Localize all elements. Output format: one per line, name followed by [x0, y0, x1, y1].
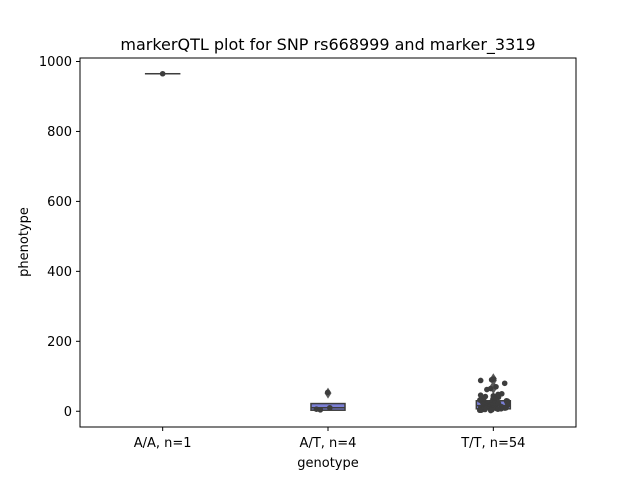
x-axis-label: genotype — [297, 456, 358, 471]
data-point — [484, 386, 490, 393]
plot-frame — [79, 57, 577, 428]
plot-content — [144, 70, 512, 414]
y-tick-label: 800 — [47, 125, 72, 140]
chart-title: markerQTL plot for SNP rs668999 and mark… — [120, 35, 535, 55]
y-axis: 0 200 400 600 800 1000 — [39, 55, 80, 420]
data-point — [495, 406, 501, 412]
x-tick-label: A/T, n=4 — [300, 436, 357, 451]
y-tick-label: 400 — [47, 265, 72, 280]
data-point — [159, 70, 166, 77]
strip-group — [476, 376, 511, 414]
strip-group — [313, 389, 333, 413]
y-tick-label: 0 — [64, 405, 72, 420]
data-point — [493, 383, 499, 390]
x-axis: A/A, n=1 A/T, n=4 T/T, n=54 — [134, 427, 525, 451]
y-tick-label: 600 — [47, 195, 72, 210]
y-tick-label: 1000 — [39, 55, 72, 70]
y-tick-label: 200 — [47, 335, 72, 350]
x-tick-label: T/T, n=54 — [460, 436, 525, 451]
data-point — [501, 380, 508, 387]
data-point — [490, 376, 497, 382]
data-point — [476, 407, 483, 414]
data-point — [487, 407, 494, 414]
data-point — [477, 377, 484, 384]
data-point — [317, 407, 324, 413]
x-tick-label: A/A, n=1 — [134, 436, 192, 451]
strip-group — [159, 70, 166, 77]
data-point — [324, 389, 331, 396]
data-point — [327, 404, 333, 411]
y-axis-label: phenotype — [17, 207, 32, 277]
